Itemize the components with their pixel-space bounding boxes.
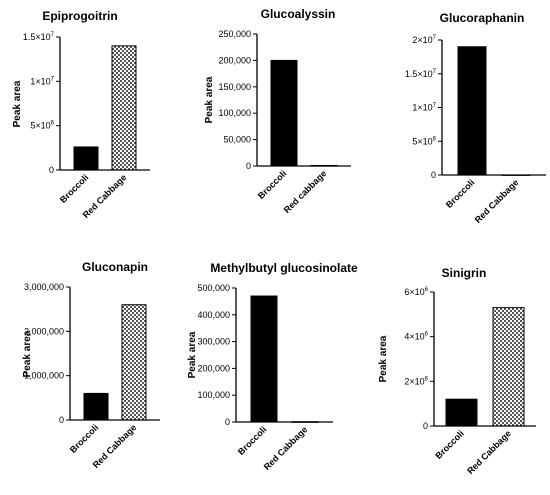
bar-broccoli: [457, 46, 487, 176]
y-tick-label: 1×107: [30, 76, 54, 86]
bar-broccoli: [83, 392, 109, 421]
y-tick-label: 0: [431, 170, 436, 180]
chart-title: Gluconapin: [82, 260, 148, 274]
y-tick-label: 150,000: [218, 82, 251, 92]
y-tick-label: 1,000,000: [24, 371, 64, 381]
bar-broccoli: [73, 146, 99, 171]
chart-panel-6: Sinigrin Peak area 0 2×106 4×106 6×106 Broccol…: [378, 266, 536, 476]
y-tick-label: 2×107: [412, 35, 436, 45]
y-tick-label: 400,000: [197, 310, 230, 320]
chart-title: Epiprogoitrin: [42, 9, 117, 23]
y-tick-label: 100,000: [197, 390, 230, 400]
y-tick-label: 0: [423, 421, 428, 431]
y-tick-label: 1.5×107: [23, 32, 55, 42]
y-tick-label: 50,000: [223, 135, 251, 145]
chart-panel-3: Glucoraphanin 0 5×106 1×107 1.5×107 2×107 Broc…: [405, 11, 546, 225]
x-category-label: Broccoli: [433, 428, 466, 461]
chart-panel-2: Glucoalyssin Peak area 0 50,000 100,000 150,0…: [204, 7, 351, 215]
x-category-label: Red Cabbage: [262, 424, 310, 472]
bar-red-cabbage: [121, 304, 147, 421]
bar-broccoli: [445, 398, 478, 427]
x-category-label: Broccoli: [68, 422, 101, 455]
x-category-label: Broccoli: [236, 424, 269, 457]
y-axis-label: Peak area: [187, 331, 198, 378]
x-category-label: Red Cabbage: [465, 428, 513, 476]
y-axis-label: Peak area: [204, 76, 215, 123]
y-tick-label: 300,000: [197, 337, 230, 347]
y-tick-label: 6×106: [404, 287, 428, 297]
y-tick-label: 4×106: [404, 332, 428, 342]
y-tick-label: 200,000: [218, 55, 251, 65]
bar-red-cabbage: [492, 307, 525, 427]
y-tick-label: 2,000,000: [24, 326, 64, 336]
chart-title: Glucoraphanin: [440, 11, 525, 25]
y-tick-label: 5×106: [30, 121, 54, 131]
y-axis-label: Peak area: [22, 330, 33, 377]
chart-title: Glucoalyssin: [261, 7, 336, 21]
y-tick-label: 500,000: [197, 283, 230, 293]
y-tick-label: 2×106: [404, 376, 428, 386]
chart-panel-5: Methylbutyl glucosinolate Peak area 0 100,0…: [187, 261, 358, 472]
y-tick-label: 100,000: [218, 108, 251, 118]
y-tick-label: 5×106: [412, 136, 436, 146]
bar-red-cabbage: [111, 45, 137, 171]
bar-broccoli: [250, 295, 278, 423]
y-tick-label: 250,000: [218, 29, 251, 39]
chart-title: Methylbutyl glucosinolate: [210, 261, 358, 275]
y-tick-label: 0: [246, 161, 251, 171]
x-category-label: Broccoli: [58, 172, 91, 205]
y-tick-label: 200,000: [197, 363, 230, 373]
y-axis-label: Peak area: [378, 335, 389, 382]
x-category-label: Broccoli: [444, 177, 477, 210]
x-category-label: Red cabbage: [282, 168, 329, 215]
chart-title: Sinigrin: [442, 266, 487, 280]
y-tick-label: 1.5×107: [405, 69, 437, 79]
y-tick-label: 0: [225, 417, 230, 427]
chart-panel-1: Epiprogoitrin Peak area 0 5×106 1×107 1.5×107…: [12, 9, 150, 220]
y-tick-label: 0: [59, 415, 64, 425]
x-category-label: Red Cabbage: [473, 177, 521, 225]
x-category-label: Broccoli: [256, 168, 289, 201]
y-axis-label: Peak area: [12, 80, 23, 127]
bar-broccoli: [270, 59, 298, 167]
y-tick-label: 3,000,000: [24, 282, 64, 292]
y-tick-label: 1×107: [412, 103, 436, 113]
y-tick-label: 0: [49, 165, 54, 175]
chart-panel-4: Gluconapin Peak area 0 1,000,000 2,000,000 3,…: [22, 260, 160, 470]
